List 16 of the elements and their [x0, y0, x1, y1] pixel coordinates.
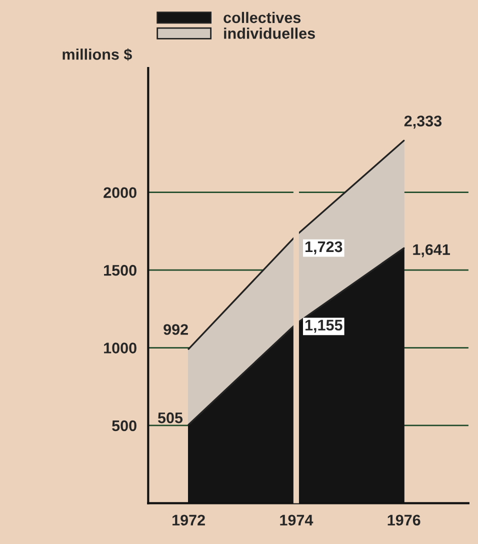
data-label: 1,155 — [305, 320, 342, 333]
y-tick-label: 500 — [112, 420, 136, 432]
x-tick-label: 1974 — [280, 514, 314, 526]
total-label: 1,723 — [305, 241, 342, 254]
y-tick-label: 1000 — [104, 342, 136, 354]
data-label: 505 — [158, 412, 183, 424]
data-label: 1,641 — [413, 244, 450, 258]
x-tick-label: 1976 — [388, 514, 420, 526]
total-label: 2,333 — [404, 116, 442, 129]
y-tick-label: 1500 — [104, 264, 136, 276]
legend-label: individuelles — [224, 28, 315, 39]
x-tick-label: 1972 — [172, 514, 205, 526]
y-axis-title: millions $ — [62, 48, 132, 61]
legend-label: collectives — [224, 12, 301, 24]
total-label: 992 — [164, 324, 188, 335]
y-tick-label: 2000 — [104, 187, 136, 198]
